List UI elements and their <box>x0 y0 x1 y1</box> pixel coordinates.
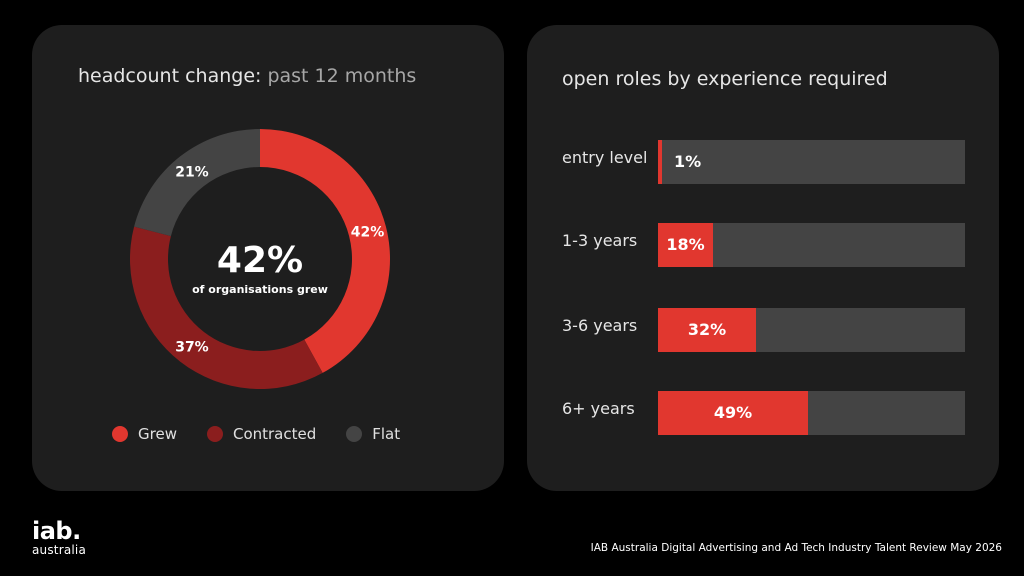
open-roles-chart-title: open roles by experience required <box>562 68 888 90</box>
legend-swatch-flat <box>346 426 363 442</box>
donut-slice-grew <box>260 129 391 373</box>
headcount-title-period: past 12 months <box>267 65 417 87</box>
legend-label-grew: Grew <box>138 425 177 443</box>
bar-value-6-years: 49% <box>713 403 753 422</box>
legend-label-contracted: Contracted <box>232 425 317 443</box>
bar-value-1-3-years: 18% <box>666 235 705 254</box>
headcount-chart-title: headcount change: past 12 months <box>78 65 416 87</box>
logo-wordmark: iab. <box>32 517 81 545</box>
donut-slice-flat <box>134 129 260 237</box>
donut-label-flat: 21% <box>175 164 209 180</box>
bar-fill-1-3-years <box>658 223 713 267</box>
legend-swatch-contracted <box>206 426 223 442</box>
legend-item-flat: Flat <box>346 425 400 443</box>
iab-australia-logo: iab. australia <box>32 519 86 556</box>
bar-track-3-6-years: 32% <box>658 308 965 352</box>
logo-subtext: australia <box>32 543 87 557</box>
donut-label-grew: 42% <box>351 224 385 240</box>
legend-item-contracted: Contracted <box>206 425 317 443</box>
donut-center-caption: of organisations grew <box>192 283 328 296</box>
report-source-footer: IAB Australia Digital Advertising and Ad… <box>590 542 1002 554</box>
donut-legend: Grew Contracted Flat <box>112 425 430 443</box>
bar-fill-6-years <box>658 391 808 435</box>
bar-category-6-years: 6+ years <box>562 399 635 418</box>
legend-item-grew: Grew <box>112 425 177 443</box>
bar-fill-3-6-years <box>658 308 756 352</box>
donut-label-contracted: 37% <box>175 340 209 356</box>
bar-value-entry-level: 1% <box>674 152 702 171</box>
headcount-donut-chart: 42% 37% 21% 42% of organisations grew <box>130 129 391 390</box>
donut-center-value: 42% <box>217 240 303 281</box>
donut-slice-contracted <box>130 226 323 390</box>
headcount-change-panel: headcount change: past 12 months 42% 37% 2… <box>32 25 504 491</box>
bar-track-1-3-years: 18% <box>658 223 965 267</box>
bar-track-entry-level: 1% <box>658 140 965 184</box>
bar-category-1-3-years: 1-3 years <box>562 231 638 250</box>
bar-track-6-years: 49% <box>658 391 965 435</box>
bar-value-3-6-years: 32% <box>687 320 727 339</box>
legend-label-flat: Flat <box>372 425 401 443</box>
open-roles-panel: open roles by experience required entry … <box>527 25 999 491</box>
bar-category-3-6-years: 3-6 years <box>562 316 638 335</box>
headcount-title-main: headcount change: <box>78 65 262 87</box>
bar-category-entry-level: entry level <box>562 148 648 167</box>
legend-swatch-grew <box>112 426 128 442</box>
bar-fill-entry-level <box>658 140 662 184</box>
